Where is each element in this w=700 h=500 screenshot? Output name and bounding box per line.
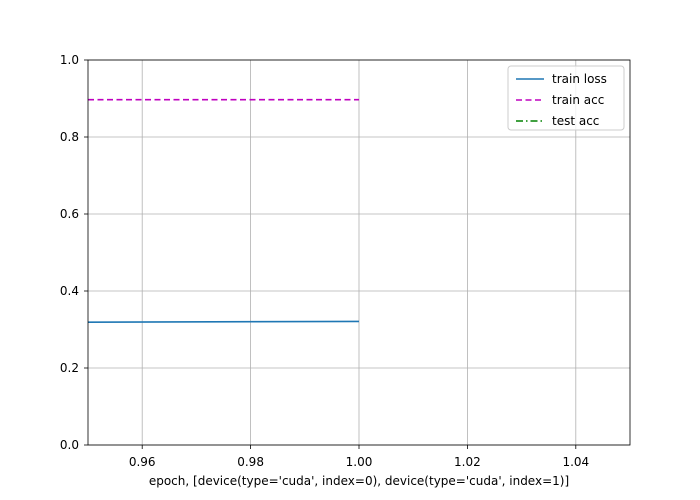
legend-box [507,65,625,131]
legend-label: test acc [552,114,599,128]
y-tick-label: 0.0 [60,438,79,452]
y-tick-label: 0.2 [60,361,79,375]
x-axis-label: epoch, [device(type='cuda', index=0), de… [149,474,569,488]
x-tick-label: 1.04 [562,455,589,469]
x-tick-label: 1.02 [454,455,481,469]
x-tick-label: 0.96 [129,455,156,469]
x-tick-label: 0.98 [237,455,264,469]
y-tick-label: 0.8 [60,130,79,144]
legend-label: train acc [552,93,604,107]
legend-label: train loss [552,72,607,86]
series-lines [87,98,360,323]
x-axis-ticks: 0.96 0.98 1.00 1.02 1.04 [129,445,589,469]
y-tick-label: 1.0 [60,53,79,67]
y-tick-label: 0.4 [60,284,79,298]
y-tick-label: 0.6 [60,207,79,221]
y-axis-ticks: 0.0 0.2 0.4 0.6 0.8 1.0 [60,53,88,452]
x-tick-label: 1.00 [346,455,373,469]
series-line-train-loss [87,320,360,323]
legend: train loss train acc test acc [507,65,625,131]
